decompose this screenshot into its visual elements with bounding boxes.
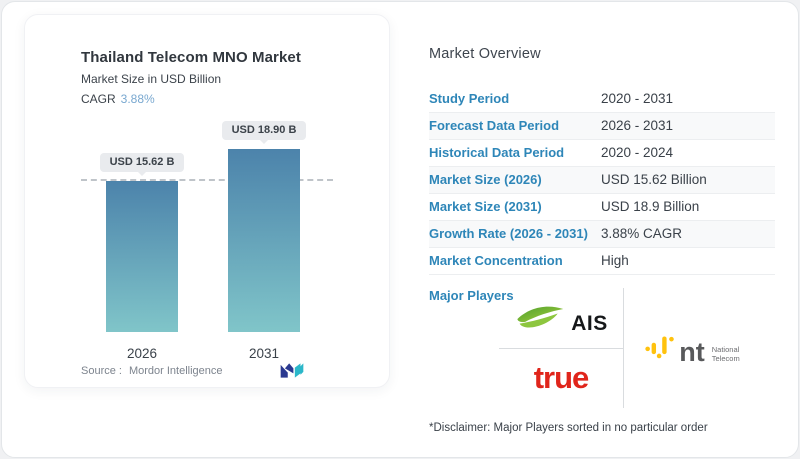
table-row: Study Period 2020 - 2031 (429, 86, 775, 113)
chart-subtitle: Market Size in USD Billion (81, 72, 222, 86)
ais-logo-text: AIS (571, 311, 608, 335)
player-ais: AIS (499, 288, 623, 348)
overview-table: Study Period 2020 - 2031 Forecast Data P… (429, 86, 775, 275)
row-label: Forecast Data Period (429, 118, 560, 133)
true-logo-text: true (533, 359, 590, 395)
row-label: Market Size (2026) (429, 172, 542, 187)
source-attribution: Source : Mordor Intelligence (81, 365, 223, 377)
row-label: Study Period (429, 91, 510, 106)
x-axis-label-2026: 2026 (126, 346, 158, 361)
source-value: Mordor Intelligence (128, 365, 223, 377)
reference-line (81, 179, 333, 181)
row-value: 2020 - 2031 (601, 91, 674, 106)
table-row: Market Concentration High (429, 248, 775, 275)
table-row: Forecast Data Period 2026 - 2031 (429, 113, 775, 140)
row-value: High (601, 253, 629, 268)
row-value: 2020 - 2024 (601, 145, 674, 160)
bar-group-2031: USD 18.90 B (221, 121, 307, 332)
bar-chart: USD 15.62 B USD 18.90 B (25, 15, 389, 332)
players-vertical-divider (623, 288, 624, 408)
source-label: Source : (81, 365, 122, 377)
players-disclaimer: *Disclaimer: Major Players sorted in no … (429, 422, 708, 434)
table-row: Market Size (2031) USD 18.9 Billion (429, 194, 775, 221)
value-badge-2026: USD 15.62 B (99, 153, 185, 172)
nt-logo-text: nt (679, 337, 705, 368)
row-value: 3.88% CAGR (601, 226, 683, 241)
players-horizontal-divider (499, 347, 623, 349)
x-axis-label-2031: 2031 (248, 346, 280, 361)
chart-cagr: CAGR 3.88% (81, 92, 301, 106)
cagr-value: 3.88% (120, 92, 155, 106)
row-value: USD 15.62 Billion (601, 172, 707, 187)
row-value: 2026 - 2031 (601, 118, 674, 133)
player-true: true (499, 349, 623, 409)
table-row: Growth Rate (2026 - 2031) 3.88% CAGR (429, 221, 775, 248)
table-row: Market Size (2026) USD 15.62 Billion (429, 167, 775, 194)
cagr-label: CAGR (81, 92, 116, 106)
table-row: Historical Data Period 2020 - 2024 (429, 140, 775, 167)
major-players-label: Major Players (429, 288, 514, 303)
ais-swoosh-icon (517, 306, 564, 328)
row-label: Historical Data Period (429, 145, 565, 160)
row-label: Market Concentration (429, 253, 563, 268)
bar-group-2026: USD 15.62 B (99, 153, 185, 332)
chart-title: Thailand Telecom MNO Market (81, 49, 301, 66)
value-badge-2031: USD 18.90 B (221, 121, 307, 140)
row-value: USD 18.9 Billion (601, 199, 700, 214)
chart-bar (106, 181, 178, 332)
nt-logo-caption: National Telecom (711, 344, 740, 363)
overview-heading: Market Overview (429, 46, 541, 62)
mordor-intelligence-logo-icon (280, 363, 304, 378)
row-label: Growth Rate (2026 - 2031) (429, 226, 588, 241)
chart-header: Thailand Telecom MNO Market Market Size … (81, 49, 301, 106)
chart-bar (228, 149, 300, 332)
row-label: Market Size (2031) (429, 199, 542, 214)
chart-card: Thailand Telecom MNO Market Market Size … (24, 14, 390, 388)
nt-signal-icon (645, 336, 675, 359)
major-players-logos: AIS true nt National Te (499, 288, 761, 408)
player-nt: nt National Telecom (624, 288, 761, 408)
